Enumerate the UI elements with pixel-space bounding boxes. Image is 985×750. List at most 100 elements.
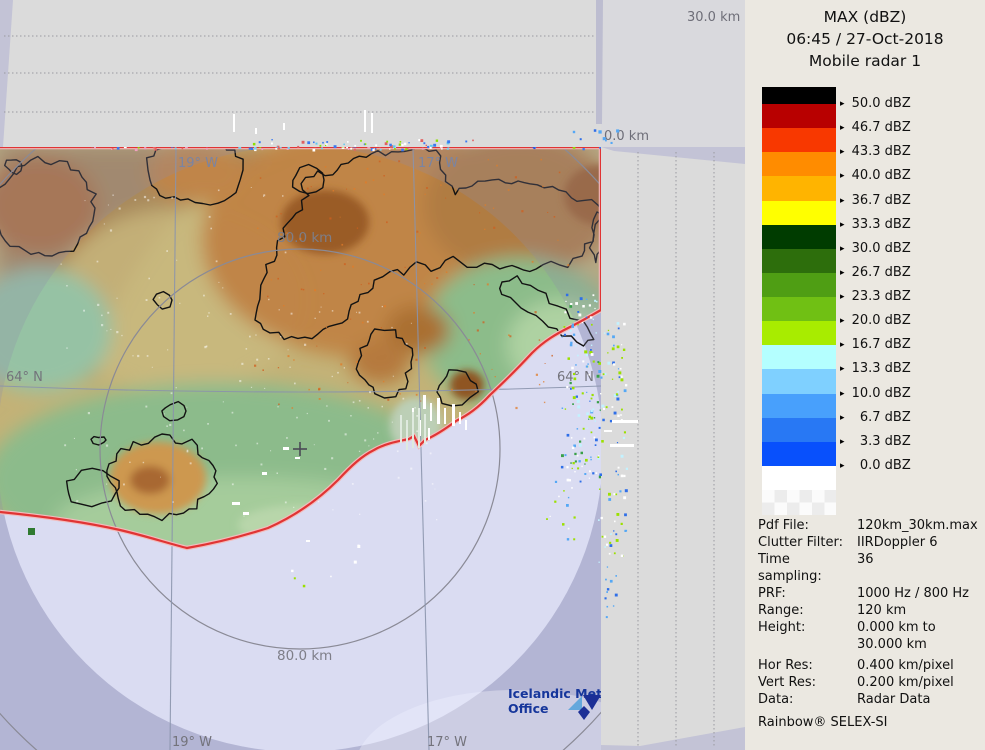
- echo-speckle: [97, 303, 100, 306]
- echo-speckle: [257, 227, 259, 229]
- echo-speckle: [116, 147, 120, 150]
- echo-speckle: [302, 288, 305, 291]
- scale-band: [762, 176, 836, 201]
- echo-speckle: [330, 575, 332, 578]
- scale-band: [762, 441, 836, 466]
- echo-speckle: [201, 447, 203, 450]
- echo-speckle: [570, 303, 573, 306]
- radar-name: Mobile radar 1: [808, 52, 922, 70]
- echo-speckle: [250, 187, 252, 188]
- echo-speckle: [235, 444, 237, 447]
- echo-speckle: [258, 251, 260, 253]
- echo-speckle: [310, 186, 312, 188]
- echo-speckle: [598, 519, 600, 521]
- echo-speckle: [383, 305, 386, 308]
- echo-speckle: [293, 506, 295, 508]
- echo-speckle: [416, 430, 418, 433]
- echo-speckle: [617, 327, 620, 330]
- echo-speckle: [341, 147, 345, 149]
- echo-speckle: [408, 142, 410, 144]
- scale-label: ▸ 36.7 dBZ: [840, 192, 911, 208]
- echo-speckle: [593, 436, 596, 439]
- scale-label: ▸ 3.3 dBZ: [840, 433, 911, 449]
- echo-speckle: [598, 370, 602, 373]
- metadata-row: Pdf File: 120km_30km.max: [758, 517, 979, 534]
- echo-speckle: [372, 179, 375, 181]
- echo-speckle: [612, 335, 615, 339]
- metadata-value: 120 km: [857, 603, 907, 618]
- echo-speckle: [570, 437, 573, 439]
- echo-speckle: [275, 215, 278, 218]
- echo-speckle: [351, 483, 354, 485]
- glacier-outline: [161, 400, 187, 422]
- echo-streak: [465, 420, 467, 430]
- echo-speckle: [174, 147, 177, 150]
- echo-speckle: [398, 160, 401, 163]
- echo-speckle: [325, 143, 328, 146]
- echo-speckle: [612, 605, 615, 607]
- metadata-label: Time sampling:: [758, 552, 822, 584]
- echo-speckle: [313, 147, 317, 148]
- scale-tick-arrow-icon: ▸: [840, 412, 845, 423]
- ppi-map-view[interactable]: 19° W 17° W 19° W 17° W 64° N 64° N 80.0…: [0, 49, 700, 750]
- echo-speckle: [186, 450, 189, 453]
- echo-speckle: [307, 141, 311, 145]
- echo-speckle: [572, 386, 575, 390]
- echo-speckle: [75, 469, 77, 471]
- scale-tick-arrow-icon: ▸: [840, 460, 845, 471]
- metadata-row: PRF: 1000 Hz / 800 Hz: [758, 585, 979, 602]
- echo-speckle: [357, 544, 360, 547]
- echo-speckle: [606, 543, 609, 546]
- glacier-outlines: [0, 147, 601, 522]
- echo-speckle: [616, 397, 620, 401]
- echo-speckle: [317, 500, 320, 503]
- echo-speckle: [620, 375, 623, 378]
- echo-speckle: [318, 311, 321, 313]
- echo-speckle: [350, 415, 352, 417]
- echo-speckle: [576, 400, 580, 403]
- echo-speckle: [66, 347, 68, 349]
- logo-triangle-dark: [583, 695, 601, 710]
- scale-label: ▸ 30.0 dBZ: [840, 240, 911, 256]
- echo-streak: [430, 403, 432, 421]
- echo-speckle: [622, 348, 626, 351]
- echo-streak: [604, 430, 612, 432]
- echo-speckle: [176, 259, 178, 261]
- echo-speckle: [573, 377, 577, 381]
- metadata-row: Height: 0.000 km to 30.000 km: [758, 619, 979, 653]
- echo-speckle: [111, 148, 114, 150]
- echo-speckle: [441, 148, 443, 150]
- scale-band: [762, 104, 836, 129]
- echo-speckle: [403, 142, 407, 146]
- echo-speckle: [439, 144, 443, 148]
- echo-speckle: [575, 395, 578, 398]
- echo-speckle: [206, 147, 208, 150]
- echo-speckle: [96, 260, 99, 263]
- echo-speckle: [142, 461, 145, 464]
- echo-speckle: [620, 414, 622, 416]
- echo-speckle: [571, 325, 574, 328]
- echo-speckle: [205, 345, 208, 348]
- echo-speckle: [606, 566, 609, 568]
- echo-streak: [233, 114, 235, 132]
- echo-speckle: [564, 454, 567, 457]
- echo-speckle: [584, 463, 586, 465]
- echo-speckle: [567, 496, 570, 499]
- echo-speckle: [250, 386, 253, 388]
- echo-speckle: [118, 207, 121, 210]
- echo-speckle: [304, 343, 307, 346]
- echo-speckle: [171, 147, 173, 148]
- label-ring80-top: 80.0 km: [277, 230, 332, 246]
- echo-speckle: [217, 189, 220, 192]
- echo-speckle: [579, 138, 582, 141]
- echo-speckle: [479, 212, 481, 214]
- echo-speckle: [588, 418, 590, 420]
- echo-speckle: [586, 412, 589, 415]
- radar-display-canvas[interactable]: 30.0 km 0.0 km: [0, 0, 745, 750]
- range-rings: [0, 147, 601, 750]
- scale-tick-arrow-icon: ▸: [840, 340, 845, 351]
- echo-speckle: [599, 409, 601, 411]
- echo-speckle: [167, 349, 169, 351]
- metadata-row: Clutter Filter: IIRDoppler 6: [758, 534, 979, 551]
- echo-speckle: [621, 344, 623, 346]
